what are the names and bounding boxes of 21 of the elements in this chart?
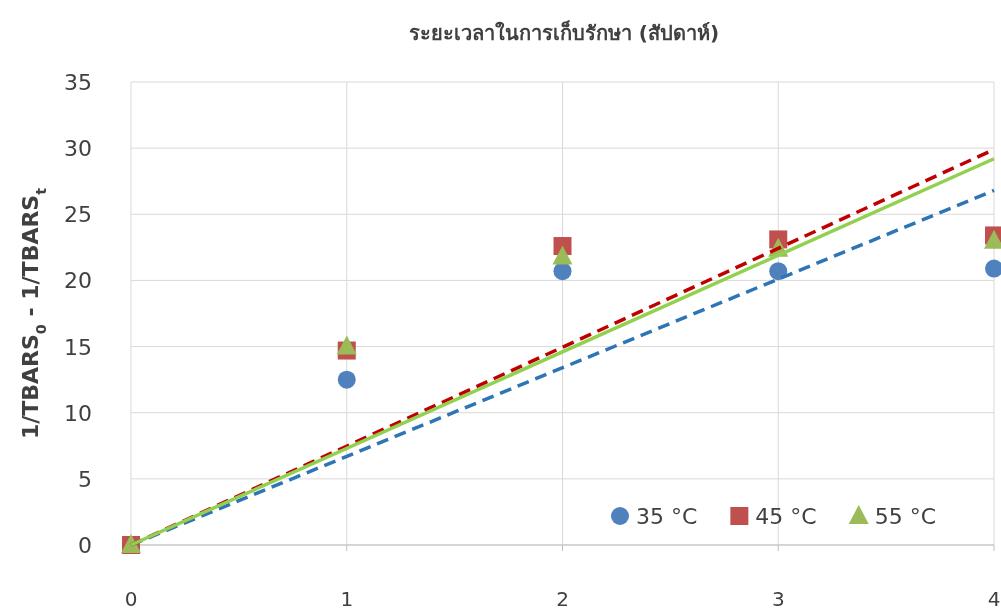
y-tick-label: 30: [64, 136, 92, 162]
chart-title: ระยะเวลาในการเก็บรักษา (สัปดาห์): [408, 20, 720, 45]
legend-label: 45 °C: [755, 504, 817, 529]
y-tick-label: 5: [78, 466, 92, 492]
legend-label: 35 °C: [636, 504, 698, 529]
x-tick-label: 0: [124, 587, 138, 608]
y-tick-label: 15: [64, 334, 92, 360]
y-tick-label: 0: [78, 533, 92, 558]
point: [769, 262, 788, 281]
point: [552, 245, 573, 265]
x-tick-label: 4: [987, 587, 1001, 608]
x-tick-label: 2: [556, 587, 569, 608]
x-tick-label: 3: [771, 587, 785, 608]
y-tick-label: 35: [64, 70, 92, 95]
point: [337, 370, 356, 389]
y-tick-label: 25: [64, 202, 92, 228]
legend-label: 55 °C: [874, 504, 937, 529]
y-tick-label: 10: [64, 400, 92, 426]
point: [336, 335, 357, 355]
x-tick-label: 1: [340, 587, 354, 608]
y-tick-label: 20: [64, 268, 92, 294]
